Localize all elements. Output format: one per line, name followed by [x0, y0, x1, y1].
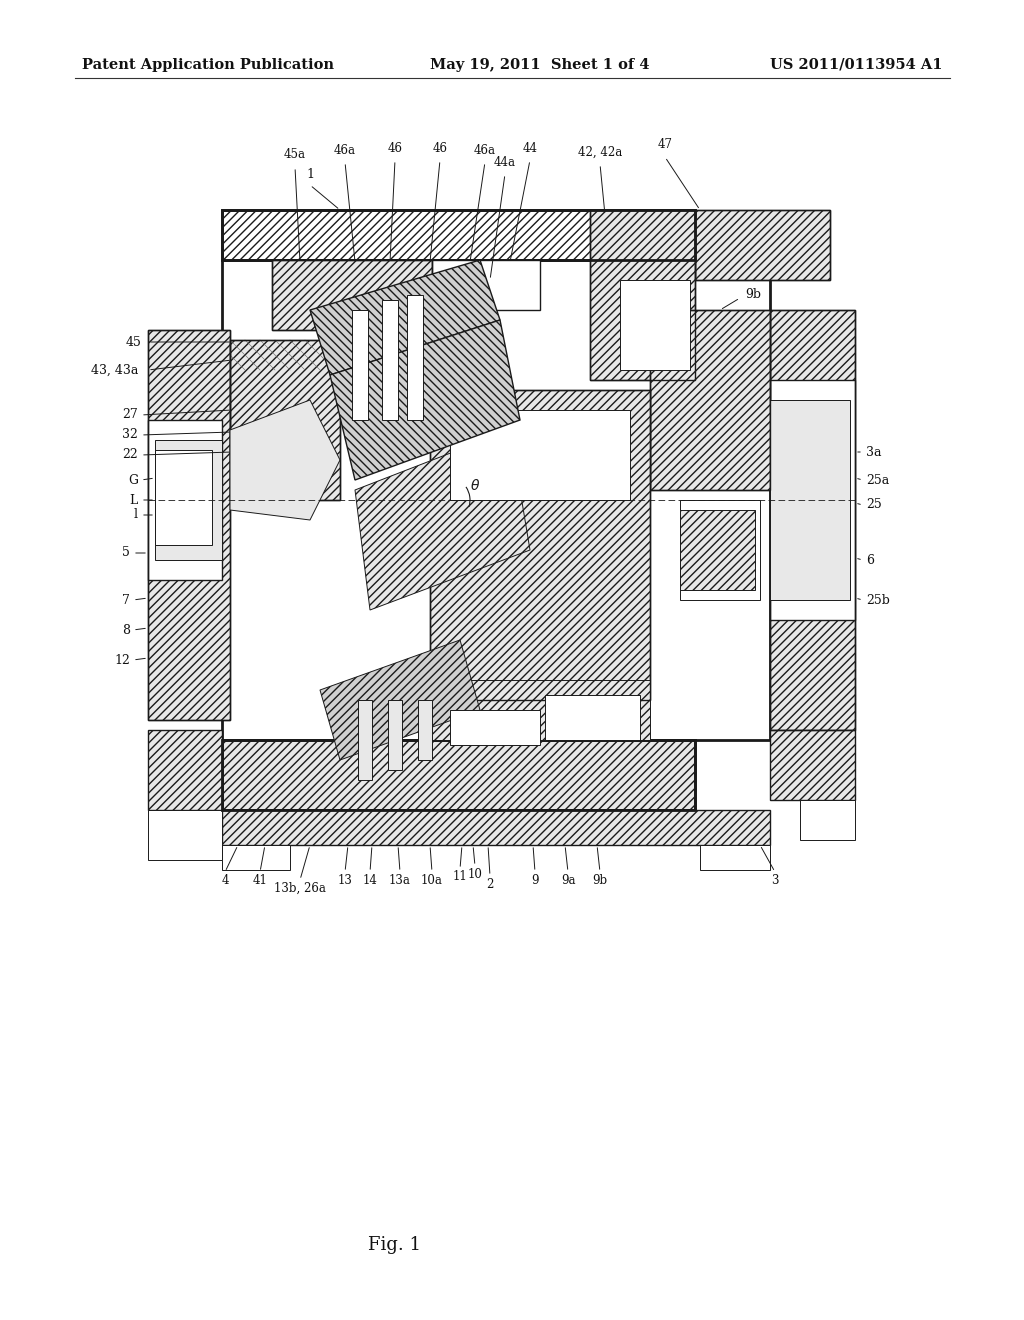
Text: 5: 5 [122, 546, 130, 560]
Text: May 19, 2011  Sheet 1 of 4: May 19, 2011 Sheet 1 of 4 [430, 58, 649, 73]
Bar [770, 380, 855, 620]
Text: 45: 45 [126, 335, 142, 348]
Bar [695, 210, 830, 280]
Bar [680, 500, 760, 601]
Text: 42, 42a: 42, 42a [578, 145, 623, 158]
Text: 13b, 26a: 13b, 26a [274, 882, 326, 895]
Text: 12: 12 [114, 653, 130, 667]
Text: 44a: 44a [494, 156, 516, 169]
Bar [770, 310, 855, 730]
Bar [358, 700, 372, 780]
Bar [148, 810, 222, 861]
Text: 10: 10 [468, 867, 482, 880]
Bar [222, 210, 695, 260]
Bar [700, 845, 770, 870]
Text: 44: 44 [522, 141, 538, 154]
Text: l: l [134, 508, 138, 521]
Polygon shape [230, 400, 340, 520]
Text: 9b: 9b [593, 874, 607, 887]
Polygon shape [330, 319, 520, 480]
Bar [680, 510, 755, 590]
Text: 2: 2 [486, 878, 494, 891]
Text: Fig. 1: Fig. 1 [369, 1236, 422, 1254]
Text: 9a: 9a [561, 874, 575, 887]
Bar [148, 730, 222, 810]
Bar [222, 260, 770, 741]
Bar [590, 210, 695, 380]
Text: 22: 22 [122, 449, 138, 462]
Bar [272, 260, 432, 330]
Bar [590, 210, 695, 380]
Text: 10a: 10a [421, 874, 443, 887]
Bar [407, 294, 423, 420]
Text: 46: 46 [432, 141, 447, 154]
Text: US 2011/0113954 A1: US 2011/0113954 A1 [769, 58, 942, 73]
Bar [222, 810, 770, 845]
Bar [770, 730, 855, 800]
Bar [388, 700, 402, 770]
Bar [155, 450, 212, 545]
Text: 11: 11 [453, 870, 467, 883]
Bar [148, 330, 230, 719]
Text: 46: 46 [387, 141, 402, 154]
Text: L: L [130, 494, 138, 507]
Text: 14: 14 [362, 874, 378, 887]
Text: 13a: 13a [389, 874, 411, 887]
Text: 8: 8 [122, 623, 130, 636]
Text: 27: 27 [122, 408, 138, 421]
Bar [230, 341, 340, 500]
Bar [155, 440, 222, 560]
Text: 25b: 25b [866, 594, 890, 606]
Text: 3a: 3a [866, 446, 882, 458]
Text: 1: 1 [306, 169, 314, 181]
Bar [650, 310, 770, 490]
Bar [620, 280, 690, 370]
Bar [148, 420, 222, 579]
Polygon shape [319, 640, 480, 760]
Bar [650, 310, 770, 490]
Text: 7: 7 [122, 594, 130, 606]
Bar [430, 389, 650, 700]
Text: 45a: 45a [284, 149, 306, 161]
Polygon shape [310, 260, 500, 375]
Bar [382, 300, 398, 420]
Bar [432, 260, 540, 310]
Text: 46a: 46a [474, 144, 496, 157]
Bar [222, 845, 290, 870]
Text: 25: 25 [866, 499, 882, 511]
Bar [450, 411, 630, 500]
Bar [222, 210, 695, 260]
Bar [352, 310, 368, 420]
Bar [430, 389, 650, 700]
Text: 9: 9 [531, 874, 539, 887]
Text: Patent Application Publication: Patent Application Publication [82, 58, 334, 73]
Text: 46a: 46a [334, 144, 356, 157]
Text: 25a: 25a [866, 474, 889, 487]
Bar [545, 696, 640, 741]
Text: 4: 4 [221, 874, 228, 887]
Bar [770, 400, 850, 601]
Text: $\theta$: $\theta$ [470, 478, 480, 492]
Bar [148, 330, 230, 719]
Text: 13: 13 [338, 874, 352, 887]
Polygon shape [355, 430, 530, 610]
Bar [272, 260, 432, 330]
Text: 47: 47 [657, 139, 673, 152]
Bar [770, 310, 855, 730]
Bar [222, 741, 695, 810]
Text: 43, 43a: 43, 43a [91, 363, 138, 376]
Bar [450, 710, 540, 744]
Bar [418, 700, 432, 760]
Text: 41: 41 [253, 874, 267, 887]
Text: 9b: 9b [745, 289, 761, 301]
Bar [800, 800, 855, 840]
Bar [430, 680, 650, 741]
Bar [222, 741, 695, 810]
Text: 32: 32 [122, 429, 138, 441]
Text: 3: 3 [771, 874, 778, 887]
Text: G: G [128, 474, 138, 487]
Text: 6: 6 [866, 553, 874, 566]
Bar [695, 210, 830, 280]
Bar [230, 341, 340, 500]
